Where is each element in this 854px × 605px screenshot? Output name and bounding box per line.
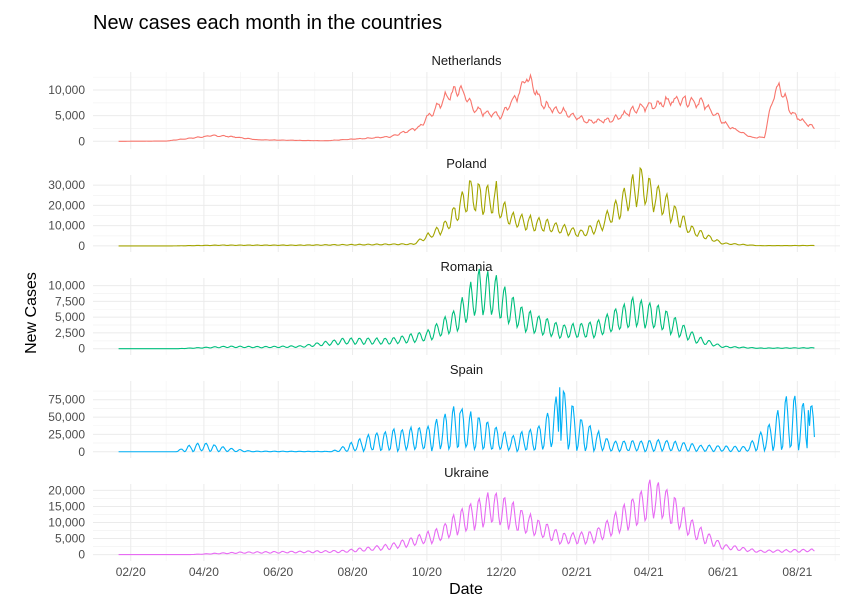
series-line-netherlands: [118, 72, 815, 142]
panel-ukraine: Ukraine 0 5,000 10,000 15,000 20,000: [48, 465, 840, 562]
y-tick-label: 25,000: [48, 427, 85, 441]
y-tick-label: 0: [78, 548, 85, 562]
x-axis: 02/20 04/20 06/20 08/20 10/20 12/20 02/21 04/21…: [116, 565, 813, 579]
series-line-poland: [118, 166, 815, 247]
y-tick-label: 10,000: [48, 219, 85, 233]
y-tick-label: 20,000: [48, 198, 85, 212]
chart-title: New cases each month in the countries: [93, 12, 442, 34]
x-tick-label: 06/20: [263, 565, 293, 579]
panel-netherlands: Netherlands 0 5,000 10,000: [48, 53, 840, 149]
x-tick-label: 02/21: [562, 565, 592, 579]
series-line-ukraine: [118, 479, 815, 556]
x-tick-label: 10/20: [412, 565, 442, 579]
y-tick-label: 5,000: [55, 532, 85, 546]
y-tick-label: 50,000: [48, 410, 85, 424]
y-tick-label: 0: [78, 445, 85, 459]
panel-spain: Spain 0 25,000 50,000 75,000: [48, 362, 840, 459]
panel-title-netherlands: Netherlands: [431, 53, 502, 68]
panel-title-spain: Spain: [450, 362, 483, 377]
y-tick-label: 5,000: [55, 310, 85, 324]
y-tick-label: 7,500: [55, 294, 85, 308]
y-tick-label: 15,000: [48, 499, 85, 513]
x-tick-label: 02/20: [116, 565, 146, 579]
x-tick-label: 04/20: [189, 565, 219, 579]
series-line-spain: [118, 387, 815, 453]
y-axis-title: New Cases: [23, 272, 40, 354]
y-tick-label: 2,500: [55, 326, 85, 340]
y-tick-label: 75,000: [48, 393, 85, 407]
x-tick-label: 12/20: [486, 565, 516, 579]
panel-title-ukraine: Ukraine: [444, 465, 489, 480]
y-tick-label: 0: [78, 239, 85, 253]
series-line-romania: [118, 268, 815, 350]
y-tick-label: 10,000: [48, 516, 85, 530]
x-tick-label: 08/21: [782, 565, 812, 579]
y-tick-label: 5,000: [55, 109, 85, 123]
y-tick-label: 10,000: [48, 279, 85, 293]
y-tick-label: 0: [78, 134, 85, 148]
y-tick-label: 10,000: [48, 83, 85, 97]
panel-title-romania: Romania: [440, 259, 493, 274]
panels: Netherlands 0 5,000 10,000 Poland 0 10,000 20,0…: [48, 53, 840, 579]
x-tick-label: 04/21: [634, 565, 664, 579]
y-tick-label: 0: [78, 342, 85, 356]
x-axis-title: Date: [449, 581, 483, 598]
y-tick-label: 20,000: [48, 483, 85, 497]
y-tick-label: 30,000: [48, 178, 85, 192]
panel-poland: Poland 0 10,000 20,000 30,000: [48, 156, 840, 253]
x-tick-label: 06/21: [708, 565, 738, 579]
x-tick-label: 08/20: [338, 565, 368, 579]
panel-title-poland: Poland: [446, 156, 486, 171]
